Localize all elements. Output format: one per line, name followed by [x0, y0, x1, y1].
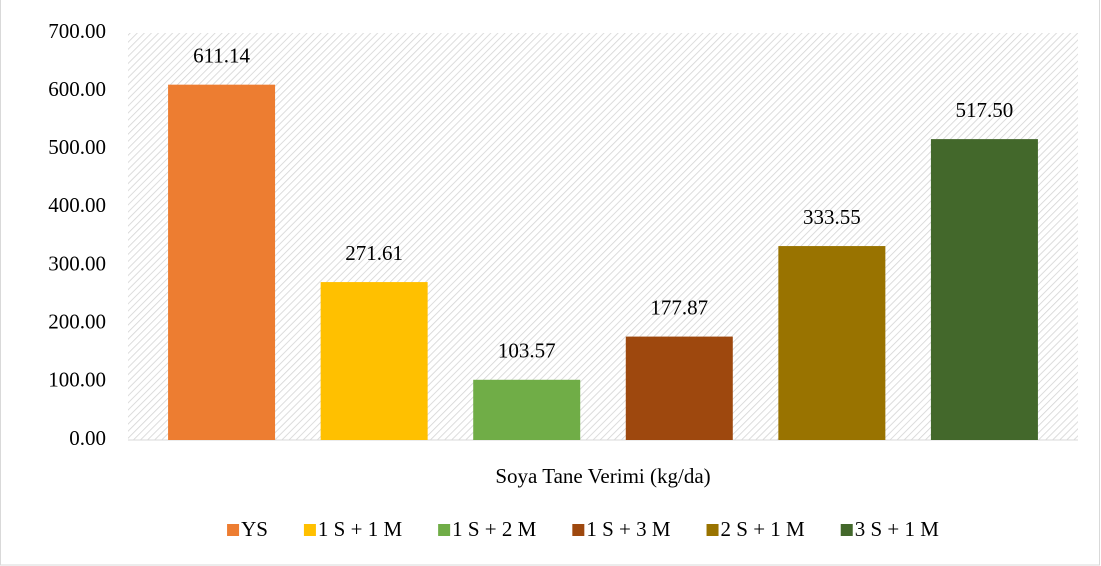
- bar: [778, 246, 886, 440]
- data-label: 611.14: [193, 43, 250, 67]
- bar: [168, 84, 276, 440]
- x-tick-label: Soya Tane Verimi (kg/da): [495, 464, 710, 488]
- bar: [625, 336, 733, 440]
- y-tick-label: 400.00: [48, 193, 106, 217]
- legend-marker: [706, 524, 719, 536]
- y-tick-label: 200.00: [48, 310, 106, 334]
- legend-label: 2 S + 1 M: [721, 517, 806, 541]
- legend-marker: [227, 524, 240, 536]
- y-tick-label: 700.00: [48, 19, 106, 43]
- data-label: 103.57: [498, 339, 556, 363]
- plot-area: [128, 33, 1078, 440]
- y-tick-label: 0.00: [69, 426, 106, 450]
- bar: [930, 139, 1038, 440]
- legend-marker: [572, 524, 585, 536]
- legend-label: 1 S + 1 M: [318, 517, 403, 541]
- legend-label: YS: [241, 517, 268, 541]
- legend-marker: [303, 524, 316, 536]
- legend-marker: [438, 524, 451, 536]
- legend-marker: [840, 524, 853, 536]
- y-tick-label: 500.00: [48, 135, 106, 159]
- legend-label: 1 S + 3 M: [586, 517, 671, 541]
- data-label: 177.87: [650, 295, 708, 319]
- legend-label: 1 S + 2 M: [452, 517, 537, 541]
- bar: [473, 379, 581, 440]
- y-tick-label: 600.00: [48, 77, 106, 101]
- legend-label: 3 S + 1 M: [855, 517, 940, 541]
- y-tick-label: 100.00: [48, 368, 106, 392]
- bar: [320, 282, 428, 440]
- data-label: 271.61: [345, 241, 403, 265]
- data-label: 333.55: [803, 205, 861, 229]
- data-label: 517.50: [956, 98, 1014, 122]
- y-tick-label: 300.00: [48, 251, 106, 275]
